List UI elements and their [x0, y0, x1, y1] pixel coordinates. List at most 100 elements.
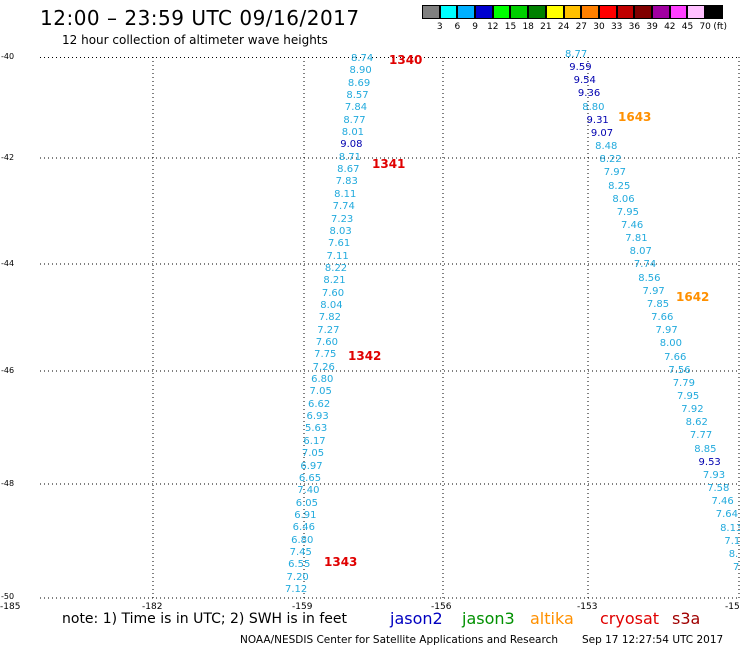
time-tag: 1343 — [324, 555, 358, 569]
color-swatch — [439, 5, 458, 19]
color-swatch — [528, 5, 546, 19]
wave-height-value: 8.69 — [347, 77, 371, 89]
color-scale-label: 3 — [436, 22, 443, 32]
color-scale-label: 24 — [557, 22, 570, 32]
color-scale-label: 39 — [646, 22, 658, 32]
wave-height-value: 7.05 — [309, 386, 332, 398]
wave-height-value: 7.12 — [285, 584, 308, 595]
wave-height-value: 7.40 — [297, 485, 320, 497]
wave-height-value: 6.93 — [306, 411, 329, 423]
legend-jason2: jason2 — [390, 609, 443, 628]
wave-height-value: 7.77 — [689, 430, 713, 442]
time-tag: 1341 — [372, 157, 406, 171]
time-tag: 1340 — [389, 53, 423, 67]
wave-height-value: 7.64 — [715, 509, 739, 521]
wave-height-value: 8.04 — [320, 299, 343, 311]
wave-height-value: 7.84 — [344, 102, 368, 114]
wave-height-value: 8.00 — [659, 338, 683, 350]
color-swatch — [457, 5, 476, 19]
color-scale-label: 21 — [540, 22, 552, 32]
legend-s3a: s3a — [672, 609, 701, 628]
color-scale-label: 36 — [628, 22, 641, 32]
color-swatch — [616, 5, 635, 19]
wave-height-value: 7.97 — [603, 167, 627, 179]
color-swatch — [634, 5, 652, 19]
color-swatch — [545, 5, 564, 19]
wave-height-value: 7.26 — [312, 361, 335, 373]
color-swatch — [581, 5, 599, 19]
wave-height-value: 7.93 — [702, 469, 726, 481]
wave-height-value: 8.25 — [608, 180, 631, 192]
wave-height-value: 6.80 — [311, 374, 334, 386]
y-tick-label: -48 — [1, 479, 15, 488]
wave-height-value: 8.56 — [638, 272, 661, 284]
wave-height-value: 7.60 — [315, 337, 338, 349]
time-tag: 1342 — [348, 349, 382, 363]
wave-height-value: 9.54 — [573, 75, 596, 87]
x-tick-label: -156 — [431, 602, 452, 612]
color-scale-label: 18 — [522, 22, 534, 32]
wave-height-value: 8.67 — [337, 164, 360, 176]
wave-height-value: 8.85 — [694, 443, 717, 455]
wave-height-value: 6.91 — [294, 509, 317, 521]
wave-height-value: 9.08 — [340, 139, 363, 151]
wave-height-value: 8.90 — [349, 65, 372, 77]
color-swatch — [669, 5, 688, 19]
color-swatch — [705, 5, 723, 19]
color-scale-label: 30 — [593, 22, 605, 32]
credit-line: NOAA/NESDIS Center for Satellite Applica… — [240, 634, 558, 646]
wave-height-value: 6.17 — [303, 435, 326, 447]
color-swatch — [492, 5, 511, 19]
color-swatch — [651, 5, 670, 19]
color-scale-label: 42 — [664, 22, 676, 32]
wave-height-value: 7.46 — [621, 220, 644, 231]
y-tick-label: -50 — [1, 592, 15, 601]
wave-height-value: 6.62 — [308, 398, 331, 410]
wave-height-value: 7.61 — [327, 238, 351, 250]
x-tick-label: -159 — [292, 602, 313, 612]
wave-height-value: 9.07 — [590, 127, 614, 139]
x-tick-label: -182 — [142, 602, 163, 612]
wave-height-value: 7.97 — [655, 325, 678, 337]
wave-height-value: 8.22 — [599, 154, 622, 166]
color-swatch — [687, 5, 705, 19]
wave-height-value: 7.11 — [326, 250, 349, 262]
wave-height-value: 9.31 — [586, 114, 609, 126]
chart-subtitle: 12 hour collection of altimeter wave hei… — [62, 33, 328, 47]
wave-height-value: 9.59 — [569, 62, 592, 74]
wave-height-value: 8.21 — [323, 275, 346, 287]
wave-height-value: 8.77 — [343, 114, 366, 126]
wave-height-value: 7.83 — [335, 176, 358, 188]
wave-height-value: 7. — [733, 562, 740, 573]
generated-timestamp: Sep 17 12:27:54 UTC 2017 — [582, 634, 724, 646]
wave-height-value: 7.66 — [664, 351, 687, 363]
color-swatch — [598, 5, 617, 19]
wave-height-value: 8.13 — [720, 522, 740, 534]
wave-height-value: 6.55 — [288, 559, 311, 571]
wave-height-value: 7.56 — [668, 364, 691, 376]
wave-height-value: 8. — [728, 548, 739, 560]
color-scale-label: 33 — [610, 22, 623, 32]
wave-height-value: 7.81 — [625, 233, 648, 245]
wave-height-value: 8.62 — [685, 417, 708, 429]
y-tick-label: -44 — [1, 259, 15, 268]
color-swatch — [510, 5, 529, 19]
wave-height-value: 7.82 — [318, 312, 342, 324]
wave-height-value: 7.58 — [707, 483, 730, 495]
x-tick-label: -185 — [0, 602, 21, 612]
legend-altika: altika — [530, 609, 574, 628]
wave-height-value: 7.74 — [633, 259, 657, 271]
y-tick-label: -46 — [1, 366, 15, 375]
color-scale-label: 70 — [699, 22, 711, 32]
y-tick-label: -42 — [1, 153, 15, 162]
wave-height-value: 8.11 — [334, 188, 357, 200]
wave-height-value: 6.05 — [295, 497, 318, 509]
color-scale-label: 15 — [504, 22, 517, 32]
wave-height-value: 8.80 — [582, 101, 605, 113]
wave-height-value: 5.63 — [304, 423, 328, 435]
wave-height-value: 6.80 — [291, 534, 314, 546]
wave-height-value: 8.01 — [341, 127, 365, 139]
wave-height-value: 7.66 — [651, 312, 674, 324]
wave-height-value: 7.85 — [646, 298, 670, 310]
x-tick-label: -153 — [577, 602, 598, 612]
